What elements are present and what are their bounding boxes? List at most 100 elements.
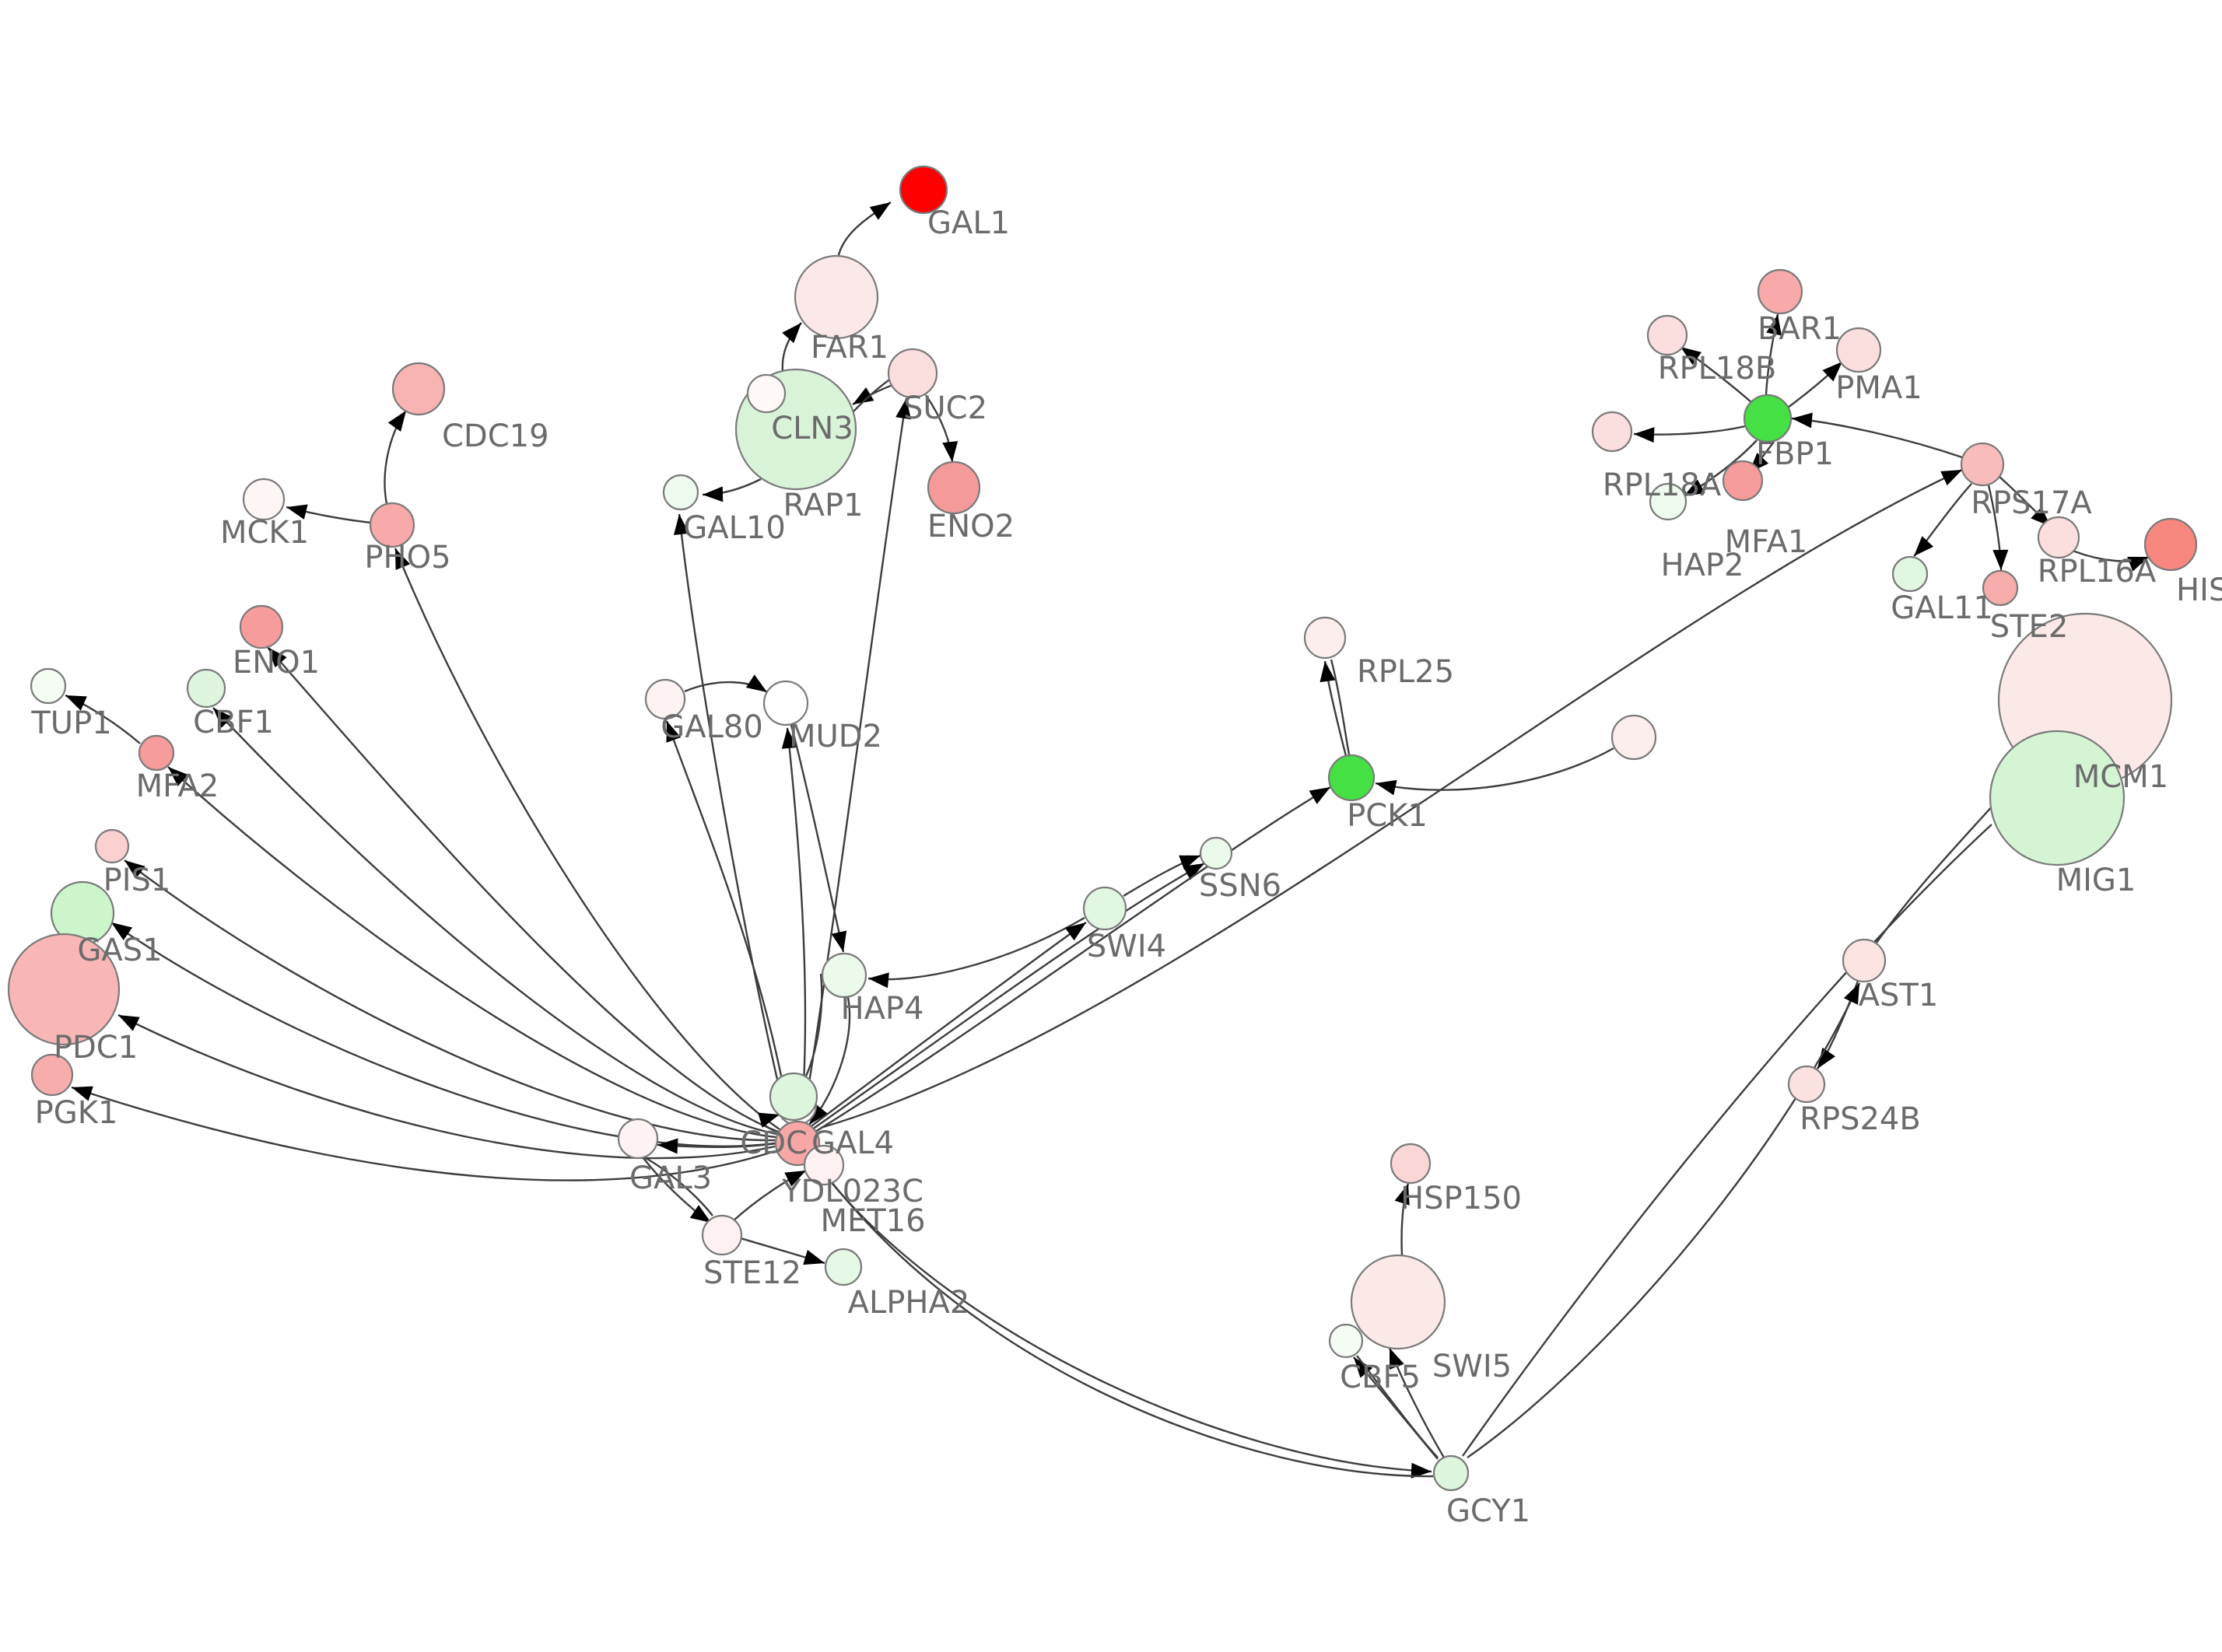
node-rap1[interactable] bbox=[746, 373, 787, 414]
node-ste2[interactable] bbox=[1982, 569, 2019, 607]
edge-gal4-to-suc2[interactable] bbox=[801, 397, 908, 1122]
node-pma1[interactable] bbox=[1835, 327, 1882, 373]
node-rps24b[interactable] bbox=[1787, 1065, 1826, 1104]
node-pho5[interactable] bbox=[369, 502, 415, 548]
arrowhead-cbf5-55 bbox=[1354, 1357, 1373, 1378]
edge-gal4-to-pis1[interactable] bbox=[124, 859, 776, 1142]
node-cbf5[interactable] bbox=[1328, 1323, 1364, 1359]
node-mfa2[interactable] bbox=[138, 734, 175, 772]
arrowhead-pho5-13 bbox=[395, 548, 411, 570]
edge-gal4-to-gcy1[interactable] bbox=[820, 1167, 1434, 1478]
arrowhead-ssn6-34 bbox=[1179, 855, 1200, 870]
node-label-ste2: STE2 bbox=[1990, 609, 2069, 645]
edge-gal4-to-mud2[interactable] bbox=[786, 727, 807, 1121]
edge-gal4-to-pho5[interactable] bbox=[394, 548, 780, 1130]
node-label-gal11: GAL11 bbox=[1891, 590, 1993, 626]
node-rpl18a[interactable] bbox=[1591, 411, 1633, 453]
node-his4[interactable] bbox=[2143, 517, 2198, 572]
edge-gal4-to-gas1[interactable] bbox=[110, 922, 776, 1148]
node-ydl023c[interactable] bbox=[803, 1144, 845, 1186]
arrowhead-fbp1-45 bbox=[1792, 412, 1813, 429]
node-label-met16: MET16 bbox=[820, 1203, 925, 1239]
node-swi4[interactable] bbox=[1082, 886, 1127, 931]
node-hap4[interactable] bbox=[821, 952, 867, 999]
node-gcy1[interactable] bbox=[1432, 1454, 1470, 1492]
node-unlab1[interactable] bbox=[1610, 714, 1657, 761]
node-met16n[interactable] bbox=[769, 1072, 818, 1122]
edge-gal4-to-swi4[interactable] bbox=[808, 922, 1087, 1129]
node-pis1[interactable] bbox=[94, 828, 130, 864]
node-swi5[interactable] bbox=[1350, 1254, 1446, 1350]
node-mfa1[interactable] bbox=[1722, 460, 1764, 502]
edge-gal4-to-gal10[interactable] bbox=[678, 513, 789, 1123]
arrowhead-pma1-41 bbox=[1822, 362, 1842, 382]
node-gal1[interactable] bbox=[899, 165, 948, 215]
node-label-pdc1: PDC1 bbox=[54, 1030, 138, 1066]
node-pck1[interactable] bbox=[1327, 754, 1376, 802]
node-ssn6[interactable] bbox=[1199, 836, 1233, 870]
edge-rpl25-to-pck1[interactable] bbox=[1330, 659, 1351, 755]
node-cdc19[interactable] bbox=[391, 362, 446, 416]
node-far1[interactable] bbox=[794, 254, 879, 340]
node-layer bbox=[7, 165, 2198, 1492]
edge-gal4-to-eno1[interactable] bbox=[267, 646, 779, 1133]
arrowhead-hap2-43 bbox=[1684, 479, 1705, 496]
edge-gal4-to-pgk1[interactable] bbox=[71, 1086, 776, 1181]
arrowhead-gas1-19 bbox=[111, 922, 133, 940]
node-label-gal1: GAL1 bbox=[927, 205, 1010, 241]
node-gal11[interactable] bbox=[1891, 555, 1929, 593]
edge-gal4-to-mfa2[interactable] bbox=[167, 766, 776, 1139]
node-rps17a[interactable] bbox=[1960, 442, 2005, 487]
edge-gal4-to-ssn6[interactable] bbox=[811, 862, 1205, 1130]
node-rpl25[interactable] bbox=[1303, 616, 1347, 660]
edge-gal4-to-pck1[interactable] bbox=[815, 786, 1331, 1133]
node-label-pho5: PHO5 bbox=[364, 540, 450, 576]
node-label-mfa1: MFA1 bbox=[1725, 524, 1808, 560]
node-label-eno2: ENO2 bbox=[927, 509, 1015, 544]
node-label-pck1: PCK1 bbox=[1347, 798, 1428, 834]
node-label-hap2: HAP2 bbox=[1660, 548, 1744, 583]
edge-swi4-to-hap4[interactable] bbox=[867, 916, 1085, 981]
node-label-far1: FAR1 bbox=[811, 330, 888, 366]
edge-gal4-to-rps17a[interactable] bbox=[820, 468, 1963, 1129]
edge-gal4-to-gcy1[interactable] bbox=[815, 1161, 1432, 1473]
node-hap2[interactable] bbox=[1649, 482, 1688, 521]
edge-ste12-to-gal3[interactable] bbox=[645, 1157, 713, 1216]
node-fbp1[interactable] bbox=[1743, 394, 1793, 443]
edge-gal4-to-gal80[interactable] bbox=[665, 720, 791, 1124]
node-mck1[interactable] bbox=[242, 478, 286, 521]
node-pgk1[interactable] bbox=[30, 1053, 74, 1097]
node-ste12[interactable] bbox=[701, 1214, 743, 1256]
node-tup1[interactable] bbox=[30, 667, 67, 705]
node-rpl18b[interactable] bbox=[1646, 314, 1688, 356]
node-rpl16a[interactable] bbox=[2037, 516, 2080, 559]
node-gal10[interactable] bbox=[662, 474, 699, 511]
edge-mud2-to-hap4[interactable] bbox=[790, 724, 845, 953]
node-gal80[interactable] bbox=[644, 678, 686, 720]
node-cbf1[interactable] bbox=[186, 668, 226, 709]
node-ast1[interactable] bbox=[1842, 938, 1887, 983]
arrowhead-his4-50 bbox=[2127, 556, 2149, 572]
node-suc2[interactable] bbox=[887, 348, 938, 399]
edge-gal4-to-pdc1[interactable] bbox=[117, 1013, 776, 1160]
node-label-gal80: GAL80 bbox=[661, 709, 763, 745]
node-pdc1[interactable] bbox=[7, 933, 121, 1046]
node-hsp150[interactable] bbox=[1390, 1143, 1432, 1185]
edge-gcy1-to-ast1[interactable] bbox=[1467, 982, 1861, 1458]
node-bar1[interactable] bbox=[1757, 268, 1803, 315]
node-mig1[interactable] bbox=[1989, 730, 2126, 866]
edge-cbf5-to-gcy1[interactable] bbox=[1356, 1355, 1439, 1458]
node-eno1[interactable] bbox=[239, 604, 284, 649]
edge-gal4-to-cbf1[interactable] bbox=[212, 707, 777, 1136]
node-alpha2[interactable] bbox=[824, 1248, 863, 1286]
edge-mig1-to-gcy1[interactable] bbox=[1462, 824, 1992, 1457]
arrowhead-ste12-25 bbox=[689, 1205, 711, 1223]
node-gal3[interactable] bbox=[617, 1118, 659, 1160]
node-eno2[interactable] bbox=[927, 460, 981, 515]
edge-unlab1-to-pck1[interactable] bbox=[1375, 747, 1614, 791]
arrowhead-tup1-16 bbox=[65, 695, 87, 711]
arrowhead-gal1-0 bbox=[869, 202, 891, 220]
node-mud2[interactable] bbox=[762, 680, 809, 726]
